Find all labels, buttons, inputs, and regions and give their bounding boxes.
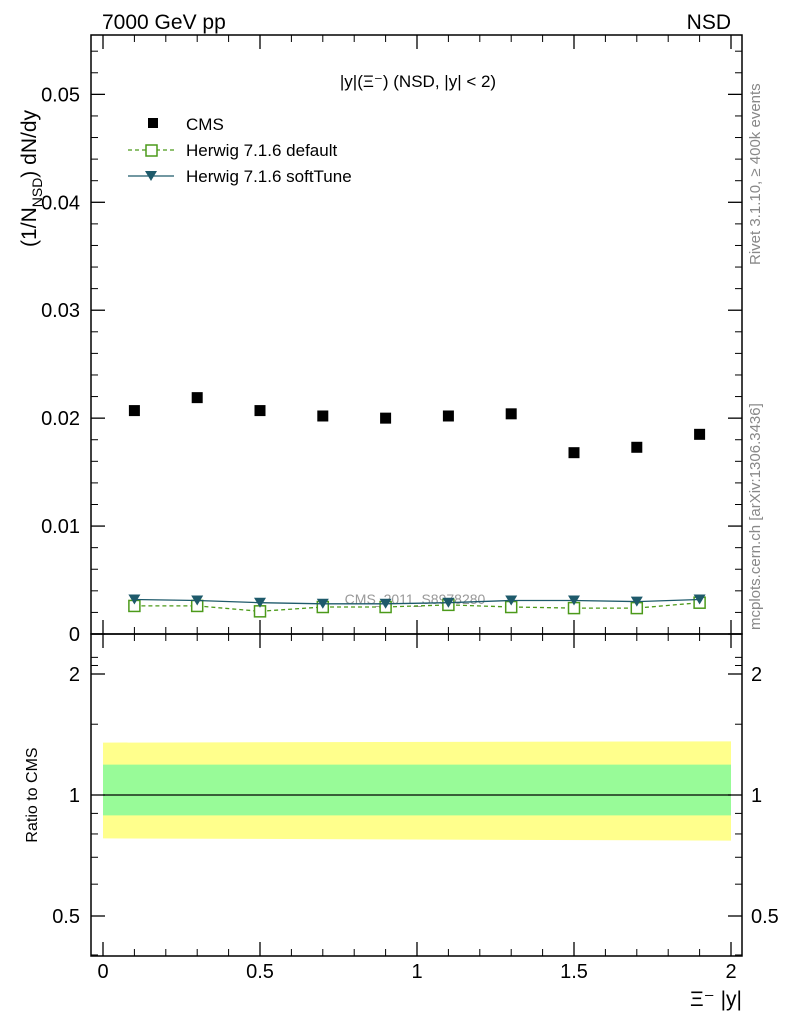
energy-label: 7000 GeV pp: [102, 11, 226, 34]
data-point: [379, 598, 392, 609]
main-series-layer: [128, 392, 706, 618]
x-tick-label: 0.5: [246, 961, 274, 983]
x-axis-label: Ξ⁻ |y|: [690, 988, 742, 1011]
legend-entry-herwig-softtune: Herwig 7.1.6 softTune: [128, 167, 352, 186]
series-line: [134, 602, 700, 612]
data-point: [380, 412, 392, 424]
ratio-panel: 0 0.5 1 1.5 2 0.5 0.5 1 1 2 2 Ratio to CMS Ξ⁻ |y|: [24, 633, 779, 1011]
data-point: [442, 410, 454, 422]
data-point: [693, 594, 706, 605]
mcplots-label: mcplots.cern.ch [arXiv:1306.3436]: [747, 403, 764, 630]
legend-entry-cms: CMS: [148, 115, 224, 134]
data-point: [316, 598, 329, 609]
main-y-tick-label: 0.01: [41, 516, 80, 538]
main-y-tick-label: 0.03: [41, 300, 80, 322]
legend-label-cms: CMS: [186, 115, 224, 134]
main-y-tick-label: 0.02: [41, 408, 80, 430]
legend-marker-herwig-softtune: [145, 171, 157, 181]
data-point: [631, 441, 643, 453]
series-herwig-softtune: [128, 594, 706, 609]
legend-entry-herwig-default: Herwig 7.1.6 default: [128, 141, 337, 160]
ratio-band-inner: [103, 764, 731, 816]
data-point: [694, 428, 706, 440]
main-title: |y|(Ξ⁻) (NSD, |y| < 2): [340, 72, 496, 91]
legend-marker-herwig-default: [145, 144, 158, 157]
main-y-tick-label: 0.05: [41, 84, 80, 106]
ratio-y-ticks: 0.5 0.5 1 1 2 2: [52, 656, 779, 956]
ratio-y-label: Ratio to CMS: [24, 747, 41, 842]
legend: CMS Herwig 7.1.6 default Herwig 7.1.6 so…: [128, 115, 352, 186]
ratio-y-tick-label-right: 0.5: [751, 906, 779, 928]
series-cms: [128, 392, 706, 459]
data-point: [191, 595, 204, 606]
main-x-ticks: [102, 35, 732, 634]
data-point: [254, 405, 266, 417]
main-y-ticks: 0 0.01 0.02 0.03 0.04 0.05: [41, 50, 742, 646]
ratio-y-tick-label-right: 2: [751, 664, 762, 686]
data-point: [128, 405, 140, 417]
ratio-y-tick-label: 0.5: [52, 906, 80, 928]
ratio-y-tick-label: 1: [69, 785, 80, 807]
x-tick-label: 0: [97, 961, 108, 983]
ratio-bands-layer: [103, 741, 731, 841]
main-y-label: (1/NNSD) dN/dy: [18, 110, 45, 247]
series-line: [134, 598, 700, 605]
data-point: [505, 408, 517, 420]
process-label: NSD: [687, 11, 731, 34]
main-y-tick-label: 0: [69, 624, 80, 646]
data-point: [630, 596, 643, 607]
ratio-y-tick-label-right: 1: [751, 785, 762, 807]
data-point: [317, 410, 329, 422]
data-point: [568, 595, 580, 606]
main-y-tick-label: 0.04: [41, 192, 80, 214]
data-point: [505, 595, 518, 606]
data-point: [568, 447, 580, 459]
x-tick-label: 1.5: [560, 961, 588, 983]
main-y-axis-label: (1/NNSD) dN/dy: [18, 110, 45, 247]
main-panel: |y|(Ξ⁻) (NSD, |y| < 2) CMS_2011_S8978280…: [18, 34, 743, 646]
data-point: [191, 392, 203, 404]
data-point: [442, 597, 455, 608]
legend-label-herwig-default: Herwig 7.1.6 default: [186, 141, 337, 160]
data-point: [128, 594, 141, 605]
legend-label-herwig-softtune: Herwig 7.1.6 softTune: [186, 167, 352, 186]
x-tick-label: 1: [411, 961, 422, 983]
x-tick-label: 2: [725, 961, 736, 983]
rivet-version-label: Rivet 3.1.10, ≥ 400k events: [747, 83, 764, 265]
ratio-x-ticks: 0 0.5 1 1.5 2: [97, 634, 737, 983]
legend-marker-cms: [148, 118, 158, 128]
ratio-y-tick-label: 2: [69, 664, 80, 686]
data-point: [254, 597, 266, 608]
watermark: CMS_2011_S8978280: [345, 591, 486, 607]
